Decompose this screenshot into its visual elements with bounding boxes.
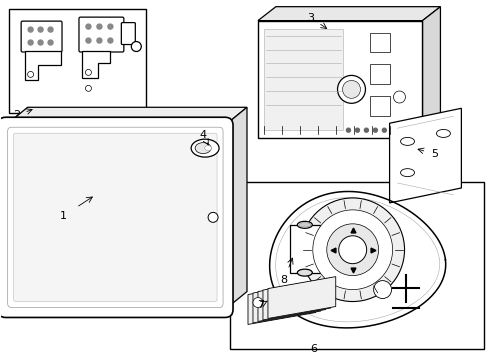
Text: 5: 5 — [430, 149, 437, 159]
Circle shape — [108, 38, 113, 43]
Circle shape — [48, 27, 53, 32]
Circle shape — [346, 128, 350, 132]
Bar — [289, 225, 319, 273]
Polygon shape — [422, 7, 440, 138]
FancyBboxPatch shape — [79, 17, 123, 52]
Polygon shape — [269, 192, 445, 328]
Ellipse shape — [400, 168, 414, 177]
Polygon shape — [389, 108, 461, 203]
Circle shape — [97, 24, 102, 29]
Ellipse shape — [298, 222, 310, 227]
Circle shape — [38, 40, 43, 45]
Circle shape — [86, 38, 91, 43]
Polygon shape — [267, 276, 335, 319]
Circle shape — [382, 128, 386, 132]
Circle shape — [97, 38, 102, 43]
Polygon shape — [263, 278, 330, 320]
Polygon shape — [6, 107, 246, 125]
FancyBboxPatch shape — [21, 21, 62, 52]
Bar — [229, 182, 483, 349]
Text: 2: 2 — [13, 110, 20, 120]
Circle shape — [373, 128, 377, 132]
Circle shape — [326, 224, 378, 276]
Bar — [258, 21, 422, 138]
Ellipse shape — [400, 138, 414, 145]
Bar — [369, 96, 389, 116]
Ellipse shape — [204, 146, 211, 150]
Circle shape — [337, 75, 365, 103]
Circle shape — [373, 280, 391, 298]
FancyBboxPatch shape — [0, 117, 233, 318]
Circle shape — [27, 71, 34, 77]
Bar — [9, 9, 146, 113]
Ellipse shape — [297, 269, 312, 276]
Circle shape — [28, 27, 33, 32]
Text: 6: 6 — [310, 345, 317, 354]
Bar — [369, 64, 389, 84]
Circle shape — [108, 24, 113, 29]
Circle shape — [38, 27, 43, 32]
Circle shape — [85, 85, 91, 91]
Text: 8: 8 — [280, 275, 287, 285]
Polygon shape — [258, 7, 440, 21]
Polygon shape — [252, 281, 320, 323]
Circle shape — [300, 198, 404, 302]
Text: 1: 1 — [60, 211, 67, 221]
Circle shape — [208, 212, 218, 222]
Polygon shape — [258, 280, 325, 321]
Polygon shape — [82, 50, 110, 78]
Circle shape — [364, 128, 367, 132]
Bar — [264, 28, 342, 130]
FancyBboxPatch shape — [14, 133, 217, 302]
Ellipse shape — [436, 130, 449, 138]
Circle shape — [131, 41, 141, 51]
Ellipse shape — [297, 221, 312, 228]
FancyBboxPatch shape — [121, 23, 135, 45]
Circle shape — [28, 40, 33, 45]
Circle shape — [86, 24, 91, 29]
Text: 7: 7 — [257, 300, 264, 310]
Circle shape — [355, 128, 359, 132]
Circle shape — [252, 298, 263, 307]
Text: 4: 4 — [199, 130, 206, 140]
Circle shape — [393, 91, 405, 103]
Polygon shape — [247, 283, 315, 324]
Circle shape — [342, 80, 360, 98]
Polygon shape — [224, 107, 246, 310]
Text: 3: 3 — [306, 13, 314, 23]
Circle shape — [312, 210, 392, 289]
Circle shape — [48, 40, 53, 45]
Bar — [369, 32, 389, 53]
Ellipse shape — [195, 143, 211, 154]
Ellipse shape — [191, 139, 219, 157]
Circle shape — [338, 236, 366, 264]
Circle shape — [313, 280, 331, 298]
Polygon shape — [24, 50, 61, 80]
Circle shape — [85, 69, 91, 75]
